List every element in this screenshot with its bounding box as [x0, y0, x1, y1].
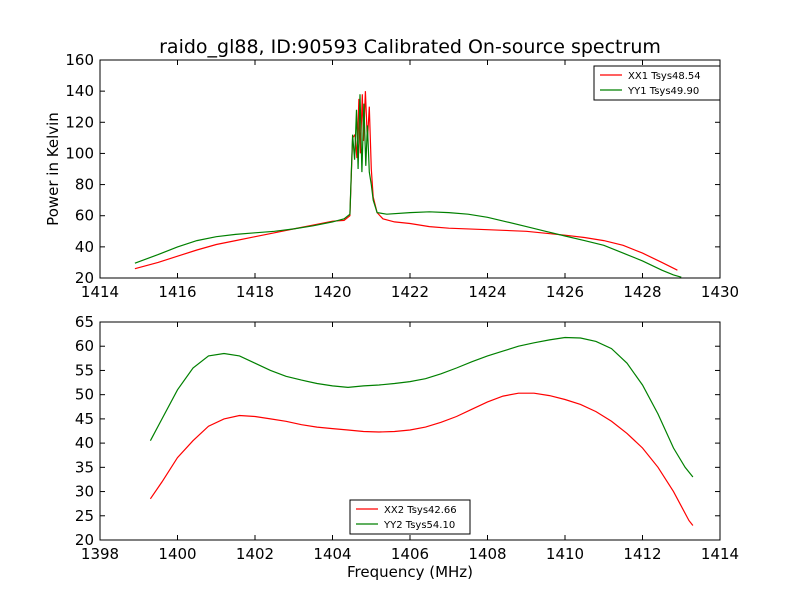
y-tick-label: 25	[75, 507, 94, 525]
y-tick-label: 80	[75, 176, 94, 194]
y-axis-label: Power in Kelvin	[44, 112, 62, 226]
y-tick-label: 50	[75, 386, 94, 404]
x-tick-label: 1402	[236, 545, 274, 563]
x-tick-label: 1422	[391, 283, 429, 301]
y-tick-label: 20	[75, 531, 94, 549]
y-tick-label: 160	[65, 51, 94, 69]
legend: XX2 Tsys42.66 YY2 Tsys54.10	[349, 499, 471, 535]
top-spectrum-panel: raido_gl88, ID:90593 Calibrated On-sourc…	[44, 36, 739, 301]
legend: XX1 Tsys48.54 YY1 Tsys49.90	[593, 65, 721, 101]
y-tick-label: 45	[75, 410, 94, 428]
series-line-yy	[149, 336, 694, 478]
x-tick-label: 1426	[546, 283, 584, 301]
series-line-yy	[134, 94, 682, 278]
x-tick-label: 1430	[701, 283, 739, 301]
y-tick-label: 140	[65, 82, 94, 100]
x-axis-label: Frequency (MHz)	[347, 563, 473, 581]
x-tick-label: 1418	[236, 283, 274, 301]
y-tick-label: 55	[75, 361, 94, 379]
y-tick-label: 60	[75, 207, 94, 225]
x-tick-label: 1414	[701, 545, 739, 563]
x-tick-label: 1400	[158, 545, 196, 563]
x-tick-label: 1428	[623, 283, 661, 301]
x-tick-label: 1412	[623, 545, 661, 563]
x-tick-label: 1398	[81, 545, 119, 563]
y-tick-label: 40	[75, 434, 94, 452]
y-tick-label: 60	[75, 337, 94, 355]
legend-box	[593, 65, 721, 101]
x-tick-label: 1414	[81, 283, 119, 301]
legend-label: XX2 Tsys42.66	[384, 505, 457, 516]
y-tick-label: 65	[75, 313, 94, 331]
x-tick-label: 1410	[546, 545, 584, 563]
x-tick-label: 1404	[313, 545, 351, 563]
y-tick-label: 35	[75, 458, 94, 476]
x-tick-label: 1406	[391, 545, 429, 563]
legend-label: YY1 Tsys49.90	[627, 86, 699, 97]
legend-label: YY2 Tsys54.10	[383, 520, 455, 531]
series-line-xx	[149, 392, 694, 526]
y-tick-label: 30	[75, 483, 94, 501]
x-tick-label: 1416	[158, 283, 196, 301]
x-tick-label: 1424	[468, 283, 506, 301]
y-tick-label: 120	[65, 113, 94, 131]
x-tick-label: 1408	[468, 545, 506, 563]
y-tick-label: 40	[75, 238, 94, 256]
x-tick-label: 1420	[313, 283, 351, 301]
legend-box	[349, 499, 471, 535]
bottom-spectrum-panel: Frequency (MHz) 1398 1400 1402 1404 1406 1408…	[75, 313, 739, 581]
chart-title: raido_gl88, ID:90593 Calibrated On-sourc…	[159, 36, 661, 58]
y-tick-label: 100	[65, 144, 94, 162]
legend-label: XX1 Tsys48.54	[628, 71, 701, 82]
y-tick-label: 20	[75, 269, 94, 287]
